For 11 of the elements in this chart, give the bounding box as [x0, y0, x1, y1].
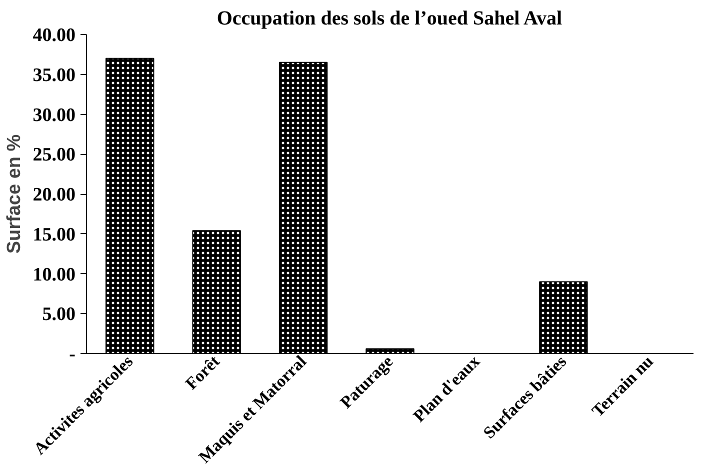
y-tick-label: 25.00 — [32, 144, 76, 166]
y-tick-label: 10.00 — [32, 264, 76, 286]
chart-title: Occupation des sols de l’oued Sahel Aval — [216, 8, 563, 30]
y-tick-label: 35.00 — [32, 64, 76, 86]
y-tick-label: 40.00 — [32, 25, 76, 46]
y-tick-label: 5.00 — [42, 304, 76, 326]
y-tick-label: - — [69, 344, 76, 365]
y-tick-label: 15.00 — [32, 224, 76, 246]
y-tick-label: 30.00 — [32, 104, 76, 126]
y-axis-title: Surface en % — [4, 134, 25, 254]
y-tick-label: 20.00 — [32, 184, 76, 206]
